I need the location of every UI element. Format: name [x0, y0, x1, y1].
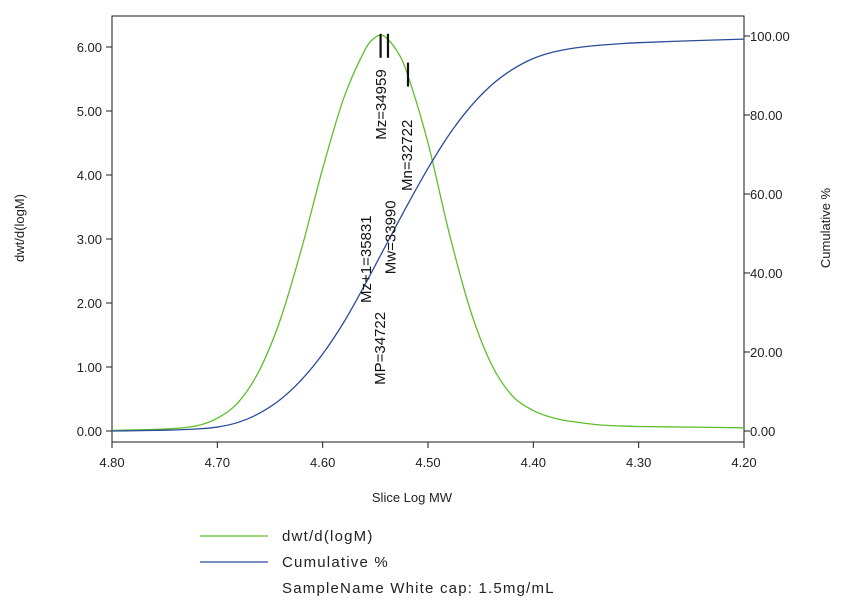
left-y-tick-label: 2.00 — [77, 296, 102, 311]
left-y-axis-title: dwt/d(logM) — [12, 194, 27, 262]
right-y-tick-label: 20.00 — [750, 345, 783, 360]
right-y-tick-label: 60.00 — [750, 187, 783, 202]
peak-annotation-label: Mn=32722 — [399, 120, 416, 191]
right-y-tick-label: 0.00 — [750, 424, 775, 439]
peak-annotation-label: Mw=33990 — [382, 200, 399, 274]
annotation-layer: Mz+1=35831 MP=34722 Mw=33990 Mz=34959 Mn=327… — [358, 33, 416, 385]
series-line-cumulative — [111, 38, 745, 432]
peak-annotation-label: MP=34722 — [372, 312, 389, 385]
legend-label-cumulative: Cumulative % — [282, 554, 389, 571]
left-y-tick-label: 3.00 — [77, 232, 102, 247]
left-y-tick-label: 0.00 — [77, 424, 102, 439]
left-y-tick-label: 5.00 — [77, 104, 102, 119]
right-y-tick-label: 40.00 — [750, 266, 783, 281]
sample-name-label: SampleName White cap: 1.5mg/mL — [282, 580, 555, 597]
series-line-dwt — [111, 34, 745, 432]
x-axis: 4.80 4.70 4.60 4.50 4.40 4.30 4.20 — [99, 442, 757, 470]
left-y-tick-label: 1.00 — [77, 360, 102, 375]
x-tick-label: 4.30 — [626, 455, 651, 470]
plot-area-frame — [111, 15, 745, 443]
x-tick-label: 4.70 — [205, 455, 230, 470]
x-tick-label: 4.80 — [99, 455, 124, 470]
legend-label-dwt: dwt/d(logM) — [282, 528, 374, 545]
left-y-tick-label: 4.00 — [77, 168, 102, 183]
peak-annotation-label: Mz+1=35831 — [358, 215, 375, 303]
left-y-tick-label: 6.00 — [77, 40, 102, 55]
left-y-axis: 0.00 1.00 2.00 3.00 4.00 5.00 6.00 — [77, 40, 112, 439]
right-y-axis-title: Cumulative % — [818, 187, 833, 268]
right-y-tick-label: 100.00 — [750, 29, 790, 44]
x-axis-title: Slice Log MW — [372, 490, 453, 505]
series-layer — [111, 34, 745, 432]
right-y-tick-label: 80.00 — [750, 108, 783, 123]
right-y-axis: 0.00 20.00 40.00 60.00 80.00 100.00 — [744, 29, 790, 439]
x-tick-label: 4.20 — [731, 455, 756, 470]
peak-annotation-label: Mz=34959 — [373, 69, 390, 139]
x-tick-label: 4.40 — [521, 455, 546, 470]
x-tick-label: 4.50 — [415, 455, 440, 470]
legend: dwt/d(logM) Cumulative % SampleName Whit… — [200, 528, 555, 597]
x-tick-label: 4.60 — [310, 455, 335, 470]
